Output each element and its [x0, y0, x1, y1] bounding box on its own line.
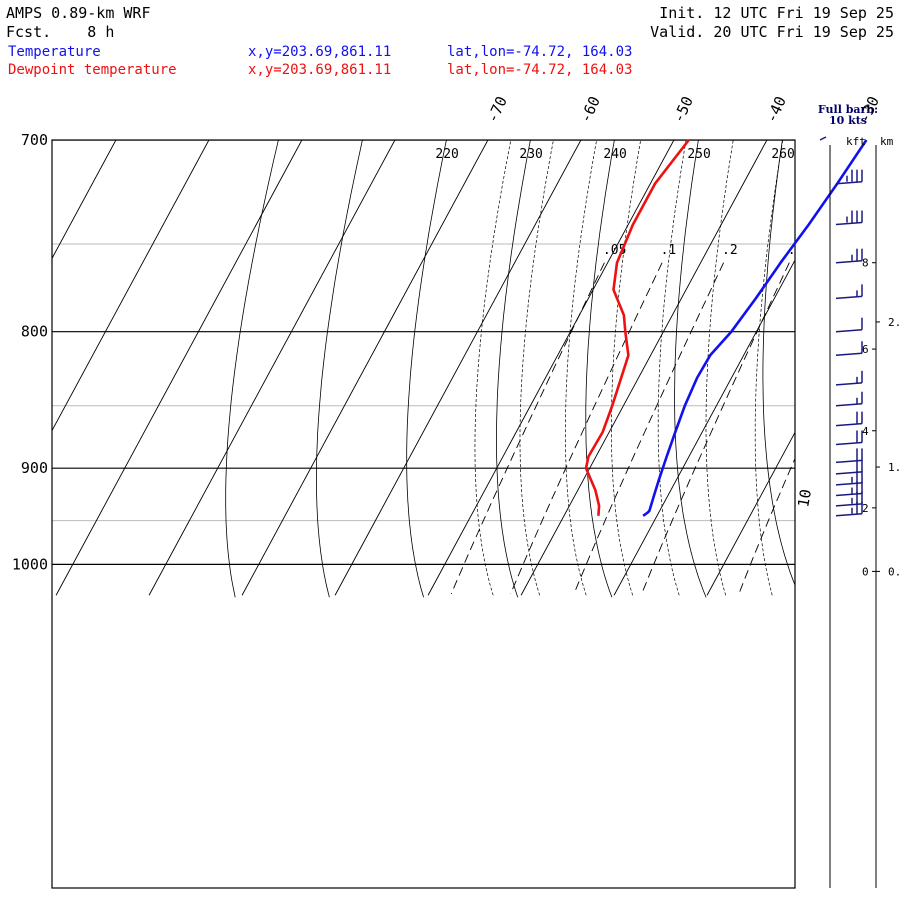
mixing-ratio-line: [738, 457, 795, 595]
dry-adiabat-line: [225, 140, 279, 598]
barb-note-line1: Full barb:: [817, 103, 879, 116]
legend-temperature: Temperature: [8, 44, 101, 60]
temperature-tick-label: -30: [855, 94, 883, 126]
isotherm-line: [427, 140, 675, 596]
forecast-hours: 8 h: [87, 23, 115, 41]
isotherm-line: [148, 140, 396, 596]
temperature-tick-label: -60: [576, 94, 604, 126]
kft-tick-label: 6: [862, 343, 869, 356]
forecast-label-text: Fcst.: [6, 23, 52, 41]
legend-temperature-latlon: lat,lon=-74.72, 164.03: [447, 44, 633, 60]
kft-tick-label: 8: [862, 257, 869, 270]
wind-barb: [835, 341, 863, 357]
km-tick-label: 1.: [888, 461, 900, 474]
forecast-label: Fcst. 8 h: [6, 23, 114, 41]
init-time: Init. 12 UTC Fri 19 Sep 25: [659, 4, 894, 22]
theta-label: 230: [519, 147, 542, 162]
isotherm-line: [334, 140, 582, 596]
isotherm-line: [893, 140, 900, 595]
km-tick-label: 2.: [888, 316, 900, 329]
temperature-tick-label: -50: [669, 94, 697, 126]
plot-area: .05.1.2.41234622023024025026027028029030…: [52, 117, 900, 598]
dewpoint-profile-line: [584, 139, 690, 516]
dry-adiabat-line: [585, 140, 615, 598]
moist-adiabat-line: [657, 140, 687, 596]
wind-barb: [835, 370, 863, 386]
theta-label: 250: [687, 147, 710, 162]
legend-temperature-xy: x,y=203.69,861.11: [248, 44, 392, 60]
wind-barb: [835, 448, 863, 464]
isotherm-line: [706, 431, 795, 596]
theta-label: 220: [435, 147, 458, 162]
wind-barb: [835, 248, 863, 264]
barb-scale-note: Full barb: 10 kts: [812, 104, 884, 126]
wind-barb: [835, 169, 863, 185]
wind-barb: [835, 430, 863, 446]
legend-dewpoint: Dewpoint temperature: [8, 62, 177, 78]
height-axis-units-kft: kft: [846, 135, 866, 148]
valid-time: Valid. 20 UTC Fri 19 Sep 25: [650, 23, 894, 41]
wind-barb: [835, 501, 863, 517]
isotherm-line: [241, 140, 489, 596]
theta-label: 260: [771, 147, 794, 162]
isotherm-10-label: 10: [794, 488, 815, 509]
pressure-tick-label: 800: [21, 323, 48, 341]
dry-adiabat-line: [406, 140, 447, 598]
mixing-ratio-label: .2: [722, 243, 738, 258]
moist-adiabat-line: [519, 140, 554, 596]
isotherm-line: [520, 140, 768, 596]
moist-adiabat-line: [565, 140, 598, 596]
mixing-ratio-line: [868, 263, 900, 594]
mixing-ratio-label: .4: [788, 243, 804, 258]
mixing-ratio-line: [641, 262, 790, 595]
isotherm-line: [800, 140, 900, 595]
wind-barb: [835, 391, 863, 407]
moist-adiabat-line: [474, 140, 512, 596]
mixing-ratio-line: [450, 262, 605, 595]
kft-tick-label: 2: [862, 502, 869, 515]
pressure-tick-label: 900: [21, 459, 48, 477]
dry-adiabat-line: [851, 117, 895, 597]
moist-adiabat-line: [754, 140, 784, 596]
height-axis-units-km: km: [880, 135, 894, 148]
dry-adiabat-line: [762, 140, 795, 587]
isotherm-line: [52, 140, 117, 260]
temperature-tick-label: -70: [483, 94, 511, 126]
mixing-ratio-line: [819, 263, 900, 594]
dry-adiabat-line: [496, 140, 531, 598]
plot-frame: [51, 139, 796, 889]
pressure-tick-label: 1000: [12, 555, 48, 573]
mixing-ratio-label: .1: [661, 243, 677, 258]
barb-note-line2: 10 kts: [828, 114, 868, 127]
pressure-tick-label: 700: [21, 131, 48, 149]
legend-dewpoint-xy: x,y=203.69,861.11: [248, 62, 392, 78]
wind-barb: [835, 411, 863, 427]
isotherm-line: [55, 140, 303, 596]
temperature-profile-line: [642, 139, 868, 517]
moist-adiabat-line: [705, 140, 734, 596]
dry-adiabat-line: [315, 140, 363, 598]
temperature-tick-label: -40: [762, 94, 790, 126]
wind-barb: [819, 136, 827, 141]
mixing-ratio-line: [510, 262, 663, 595]
theta-label: 240: [603, 147, 626, 162]
isotherm-line: [52, 140, 210, 432]
wind-barb: [835, 284, 863, 300]
wind-barb: [835, 210, 863, 226]
mixing-ratio-label: 1: [882, 243, 890, 258]
isotherm-line: [613, 259, 795, 596]
wind-barb: [835, 317, 863, 333]
kft-tick-label: 0: [862, 565, 869, 578]
model-title: AMPS 0.89-km WRF: [6, 4, 151, 22]
legend-dewpoint-latlon: lat,lon=-74.72, 164.03: [447, 62, 633, 78]
mixing-ratio-line: [573, 262, 725, 595]
kft-tick-label: 4: [862, 425, 869, 438]
km-tick-label: 0.: [888, 565, 900, 578]
